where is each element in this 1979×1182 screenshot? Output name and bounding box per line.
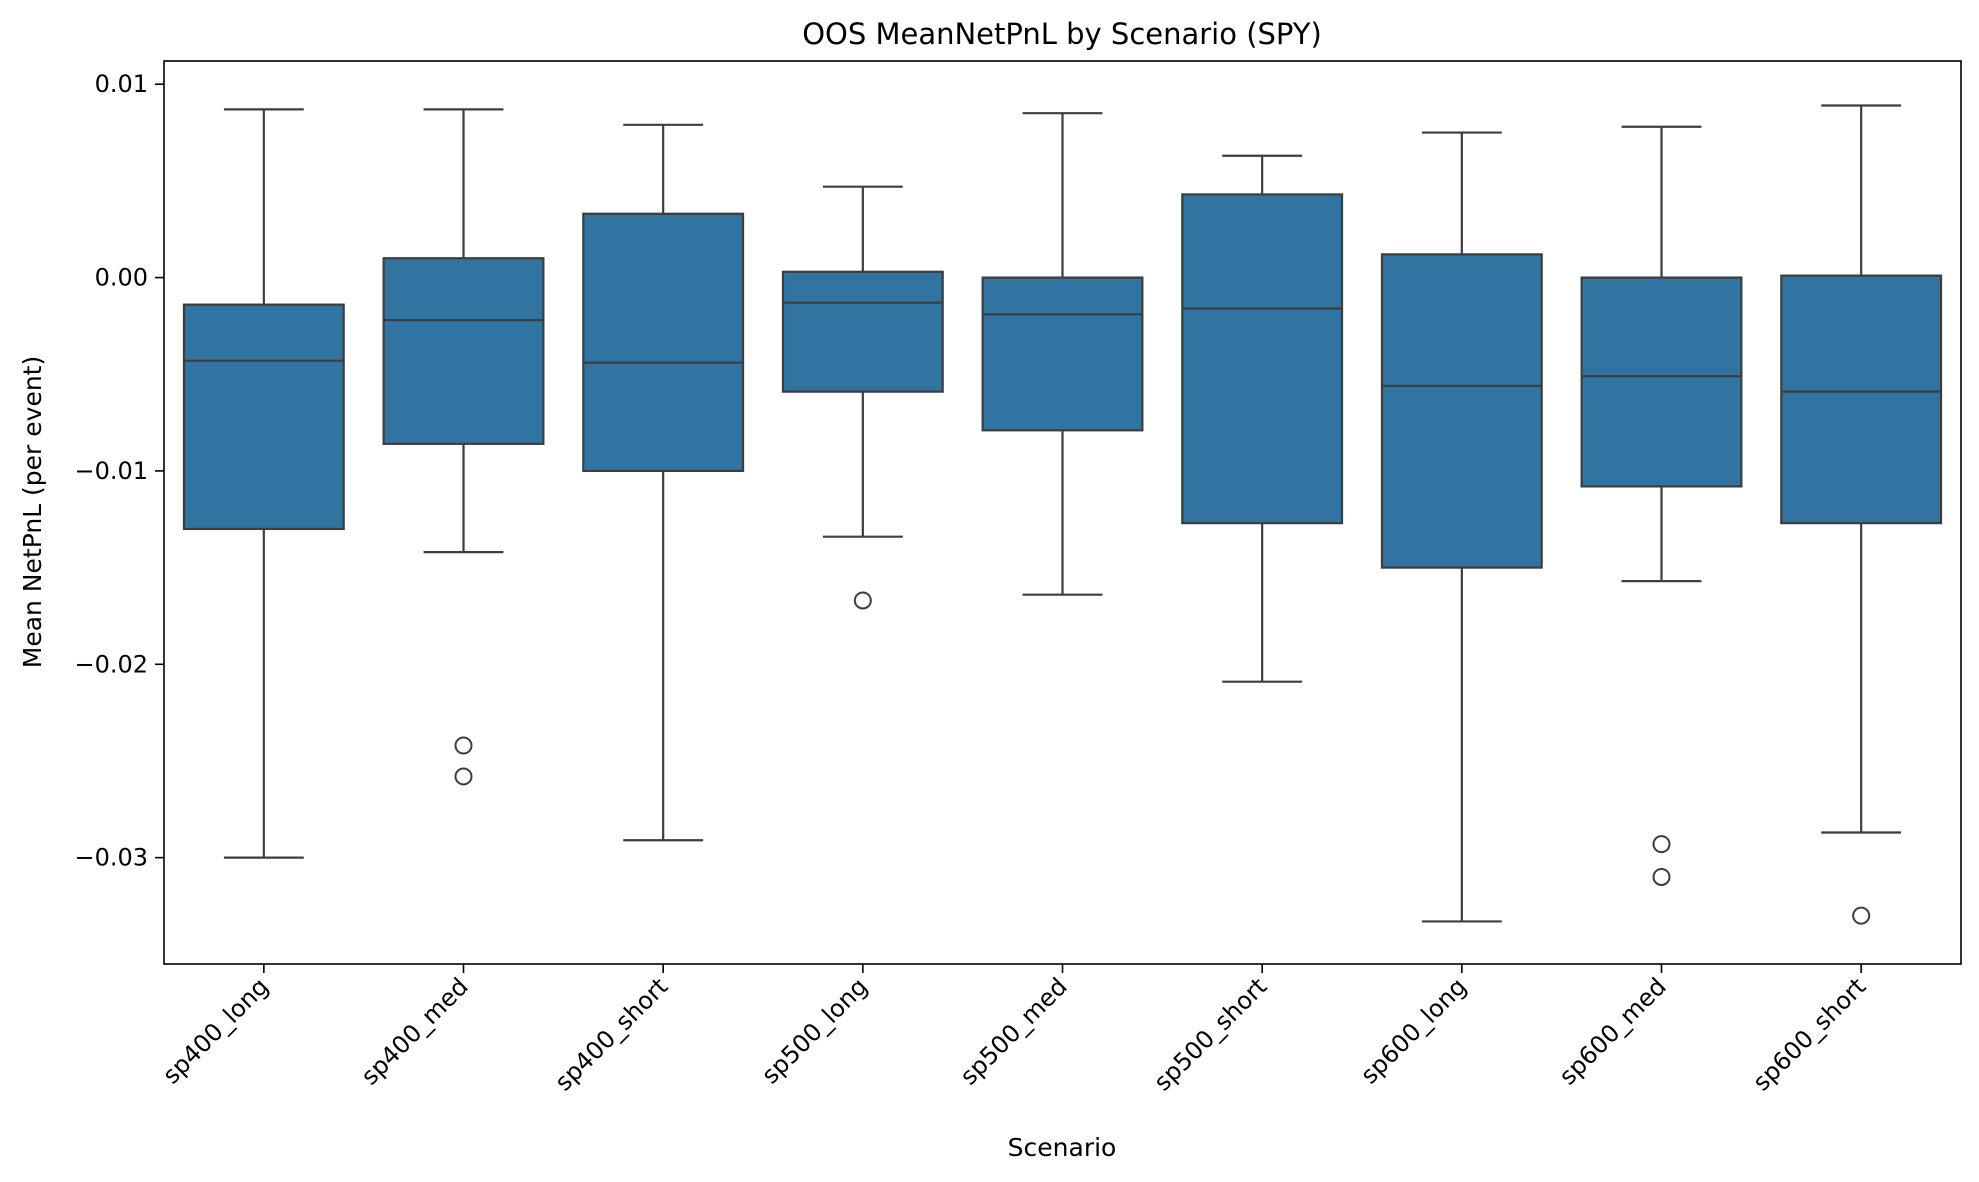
iqr-box <box>582 212 745 473</box>
iqr-box <box>1380 253 1543 569</box>
iqr-box <box>382 257 545 445</box>
box-sp500_med <box>981 112 1144 596</box>
x-axis-label: Scenario <box>1008 1133 1117 1162</box>
y-axis-label: Mean NetPnL (per event) <box>18 356 47 669</box>
box-sp500_long <box>781 185 944 610</box>
y-tick-label: −0.03 <box>74 844 148 872</box>
x-tick-label: sp400_long <box>157 972 274 1089</box>
box-sp400_med <box>382 108 545 786</box>
box-sp400_short <box>582 123 745 842</box>
outlier-point <box>454 767 473 786</box>
box-sp400_long <box>182 108 345 859</box>
outlier-point <box>1652 867 1671 886</box>
x-tick-label: sp500_med <box>955 972 1073 1090</box>
iqr-box <box>981 276 1144 432</box>
iqr-box <box>1181 193 1344 525</box>
x-tick-label: sp500_short <box>1148 972 1272 1096</box>
x-axis: sp400_long sp400_med sp400_short sp500_long… <box>157 964 1871 1096</box>
outlier-point <box>1852 906 1871 925</box>
box-sp600_med <box>1580 125 1743 886</box>
x-tick-label: sp500_long <box>756 972 873 1089</box>
box-sp600_long <box>1380 131 1543 923</box>
iqr-box <box>1780 274 1943 525</box>
chart-title: OOS MeanNetPnL by Scenario (SPY) <box>802 17 1322 51</box>
iqr-box <box>781 270 944 393</box>
outlier-point <box>454 736 473 755</box>
x-tick-label: sp600_med <box>1554 972 1672 1090</box>
box-sp500_short <box>1181 154 1344 683</box>
x-tick-label: sp600_long <box>1355 972 1472 1089</box>
y-tick-label: 0.01 <box>95 70 148 98</box>
y-axis: 0.01 0.00 −0.01 −0.02 −0.03 <box>74 70 164 872</box>
y-tick-label: −0.02 <box>74 650 148 678</box>
x-tick-label: sp600_short <box>1747 972 1871 1096</box>
boxes-group <box>182 104 1943 925</box>
x-tick-label: sp400_med <box>356 972 474 1090</box>
outlier-point <box>853 591 872 610</box>
box-sp600_short <box>1780 104 1943 925</box>
iqr-box <box>1580 276 1743 488</box>
x-tick-label: sp400_short <box>549 972 673 1096</box>
iqr-box <box>182 303 345 531</box>
y-tick-label: 0.00 <box>95 264 148 292</box>
y-tick-label: −0.01 <box>74 457 148 485</box>
outlier-point <box>1652 835 1671 854</box>
